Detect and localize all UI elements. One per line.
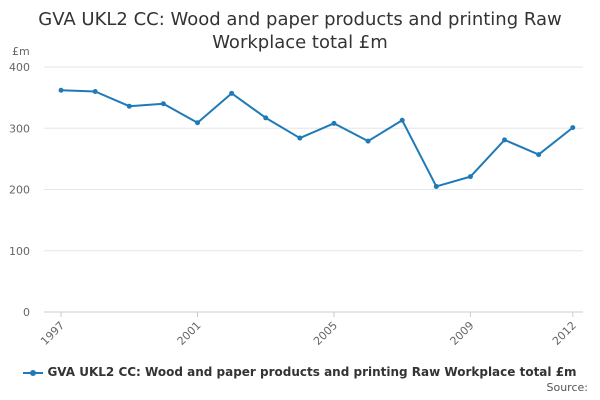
chart-title: GVA UKL2 CC: Wood and paper products and… xyxy=(0,8,600,54)
data-point xyxy=(126,103,132,109)
x-tick-label: 1997 xyxy=(38,319,67,348)
legend-series-swatch xyxy=(23,368,44,378)
data-point xyxy=(92,89,98,94)
data-point xyxy=(399,117,405,123)
x-tick-label: 2005 xyxy=(311,319,340,348)
x-tick-label: 2009 xyxy=(448,319,477,348)
source-label: Source: xyxy=(546,381,589,394)
data-point xyxy=(297,135,303,141)
chart-title-line-2: Workplace total £m xyxy=(212,32,388,53)
x-tick-label: 2001 xyxy=(175,319,204,348)
data-point xyxy=(467,174,473,180)
y-axis-unit-label: £m xyxy=(12,45,30,58)
y-tick-label: 200 xyxy=(9,184,30,197)
data-point xyxy=(570,125,576,131)
data-point xyxy=(263,115,269,121)
data-point xyxy=(536,152,542,158)
data-point xyxy=(502,137,508,143)
y-tick-label: 100 xyxy=(9,245,30,258)
y-tick-label: 300 xyxy=(9,122,30,135)
legend[interactable]: GVA UKL2 CC: Wood and paper products and… xyxy=(0,365,600,379)
x-tick-label: 2012 xyxy=(550,319,579,348)
y-tick-label: 400 xyxy=(9,61,30,74)
series-layer xyxy=(58,87,576,189)
data-point xyxy=(365,138,371,144)
data-point xyxy=(229,90,235,96)
data-point xyxy=(331,120,337,126)
data-point xyxy=(58,87,64,93)
data-point xyxy=(160,101,166,107)
legend-series-label: GVA UKL2 CC: Wood and paper products and… xyxy=(47,365,577,379)
chart-title-line-1: GVA UKL2 CC: Wood and paper products and… xyxy=(38,9,562,30)
y-tick-label: 0 xyxy=(23,306,30,319)
grid-lines xyxy=(44,66,583,252)
data-point xyxy=(195,120,201,126)
series-line xyxy=(61,89,574,188)
axes: 0 100 200 300 400 1997 2001 2005 2009 2012 xyxy=(9,61,583,348)
data-point xyxy=(433,183,439,189)
